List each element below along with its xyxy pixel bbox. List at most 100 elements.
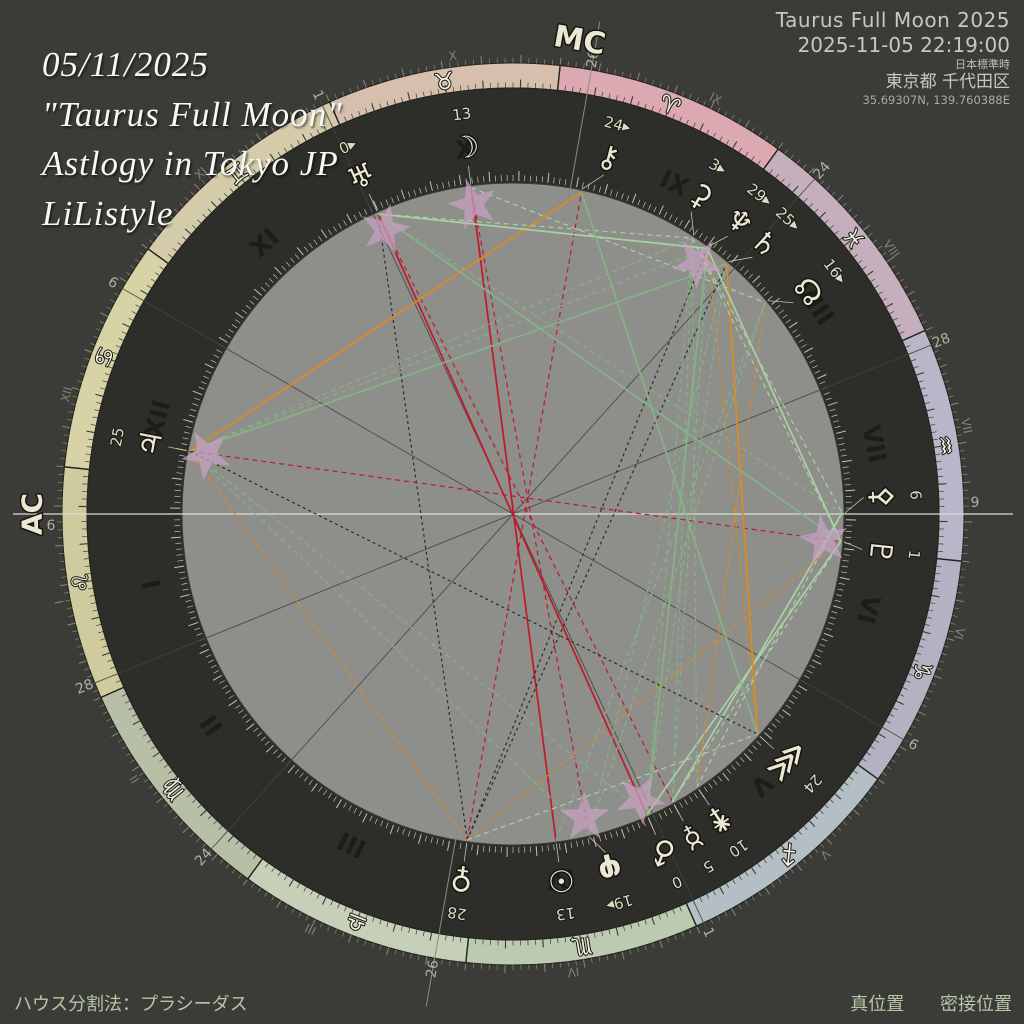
planet-venus-degree: 28 <box>446 903 467 923</box>
house-cusp-XII <box>117 285 514 515</box>
aspect-180-jupiter-pluto <box>189 450 841 543</box>
house-numeral-small-III: III <box>303 921 319 938</box>
house-numeral-VII: VII <box>856 422 892 465</box>
aspect-120-jupiter-neptune <box>189 247 708 452</box>
cusp-degree-VII: 9 <box>971 495 980 511</box>
house-numeral-small-VII: VII <box>958 417 975 435</box>
house-system-label: ハウス分割法：プラシーダス <box>14 994 248 1015</box>
aspect-120-node-vesta <box>588 302 766 835</box>
aspect-180-mars-uranus <box>377 213 648 815</box>
house-numeral-small-XII: XII <box>58 385 75 403</box>
chart-header: Taurus Full Moon 2025 2025-11-05 22:19:0… <box>776 8 1010 107</box>
house-cusp-V <box>512 513 707 929</box>
cusp-degree-V: 1 <box>699 925 717 940</box>
house-numeral-small-V: V <box>817 847 833 863</box>
aspect-120-mars-saturn <box>646 263 728 815</box>
cusp-degree-X: 26 <box>584 49 603 69</box>
aspect-60-ceres-pallas <box>691 237 843 514</box>
sign-boundary <box>246 857 264 881</box>
aspect-120-mars-jupiter <box>189 450 648 816</box>
house-numeral-small-VI: VI <box>951 626 968 641</box>
aspect-90-neptune-lilith <box>706 248 759 735</box>
aspect-150-jupiter-lilith <box>189 450 758 735</box>
planet-sun-degree: 13 <box>555 903 576 923</box>
house-numeral-small-II: II <box>127 772 143 786</box>
sign-boundary <box>685 901 698 928</box>
sign-boundary <box>328 100 341 127</box>
aspect-60-venus-lilith <box>467 733 758 841</box>
aspect-60-uranus-ceres <box>378 213 693 239</box>
aspect-90-venus-pluto <box>466 541 842 841</box>
cusp-degree-VIII: 28 <box>930 330 953 352</box>
annotation-title: "Taurus Full Moon" <box>42 94 343 134</box>
sign-boundary <box>556 64 561 92</box>
house-numeral-small-IX: IX <box>707 90 724 108</box>
planet-pallas-degree: 6 <box>906 490 924 500</box>
star-marker-neptune <box>672 240 722 289</box>
aspect-60-uranus-neptune <box>378 213 708 250</box>
chart-timezone: 日本標準時 <box>955 58 1010 71</box>
sign-boundary <box>465 936 470 964</box>
star-marker-moon <box>447 179 495 229</box>
house-cusp-IX <box>512 174 820 515</box>
aspect-150-venus-neptune <box>466 248 708 841</box>
aspect-120-mercury-neptune <box>671 248 708 802</box>
pointer-moon <box>468 165 472 185</box>
planet-sun-glyph: ☉ <box>546 861 577 899</box>
planet-pallas-glyph: ⚴ <box>864 485 900 509</box>
cusp-degree-I: 6 <box>47 518 56 534</box>
pointer-jupiter <box>168 446 188 452</box>
sign-glyph-scorpio: ♏ <box>569 931 593 960</box>
cusp-degree-IV: 26 <box>423 959 442 979</box>
pointer-node <box>767 300 794 304</box>
pointer-ceres <box>690 211 695 236</box>
planet-pluto-glyph: ♇ <box>861 536 899 566</box>
aspect-120-jupiter-saturn <box>189 263 727 453</box>
house-cusp-III <box>206 513 514 854</box>
star-marker-mars <box>616 776 666 825</box>
annotation-date: 05/11/2025 <box>42 45 209 84</box>
sign-boundary <box>900 329 927 342</box>
sign-boundary <box>63 466 91 471</box>
planet-moon-degree: 13 <box>451 104 472 124</box>
house-cusp-VIII <box>512 342 937 515</box>
sign-boundary <box>935 557 963 562</box>
aspect-90-jupiter-chiron <box>189 191 582 452</box>
pointer-chiron <box>581 174 605 190</box>
house-numeral-small-IV: IV <box>566 964 580 980</box>
mc-label: MC <box>551 19 608 62</box>
house-numeral-X: X <box>454 134 477 165</box>
house-cusp-II <box>89 513 514 686</box>
sign-glyph-leo: ♌ <box>67 570 96 594</box>
sign-boundary <box>146 247 170 265</box>
aspect-180-venus-chiron <box>466 192 582 840</box>
pointer-saturn <box>728 256 753 262</box>
aspect-legend: 真位置 密接位置 <box>820 990 1012 1016</box>
house-numeral-IV: IV <box>544 863 577 896</box>
pointer-mars <box>647 817 657 835</box>
mc-ic-axis <box>425 513 514 1007</box>
star-marker-pluto <box>798 514 848 564</box>
aspect-60-pallas-juno <box>696 512 843 788</box>
legend-true-position: 真位置 <box>850 994 905 1015</box>
aspect-90-saturn-lilith <box>725 263 759 735</box>
aspect-120-uranus-pallas <box>377 213 843 514</box>
aspect-60-neptune-pluto <box>706 248 842 542</box>
aspect-120-mars-neptune <box>645 248 709 815</box>
aspect-120-saturn-vesta <box>588 263 728 835</box>
house-cusp-VI <box>512 513 909 743</box>
aspect-60-pluto-ceres <box>691 237 842 542</box>
planet-jupiter-glyph: ♃ <box>131 427 170 460</box>
pointer-mercury <box>673 804 684 822</box>
planet-pluto-degree: 1 <box>905 549 924 560</box>
planet-moon-glyph: ☽ <box>451 129 482 167</box>
aspect-120-uranus-pluto <box>377 213 842 543</box>
sign-boundary <box>99 686 126 699</box>
sign-boundary <box>762 147 780 171</box>
legend-close-position: 密接位置 <box>940 994 1012 1015</box>
chart-title: Taurus Full Moon 2025 <box>775 8 1010 32</box>
cusp-degree-VI: 6 <box>905 736 921 754</box>
pointer-pluto <box>843 541 863 550</box>
aspect-180-sun-moon <box>470 187 557 841</box>
